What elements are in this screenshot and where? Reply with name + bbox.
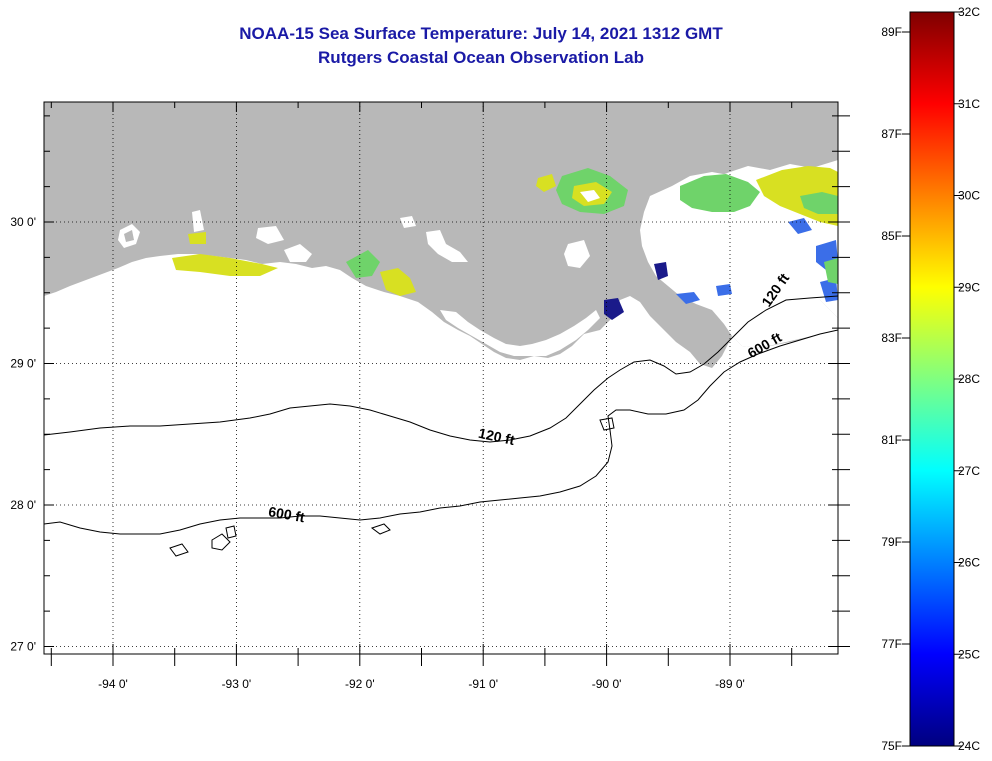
colorbar-celsius-label: 26C xyxy=(958,556,980,570)
map-frame xyxy=(43,101,839,655)
colorbar-celsius-label: 28C xyxy=(958,372,980,386)
colorbar-celsius-label: 32C xyxy=(958,5,980,19)
lat-label: 28 0' xyxy=(10,498,36,512)
lon-label: -90 0' xyxy=(592,677,622,691)
isobath-label-0: 120 ft xyxy=(477,425,516,448)
colorbar-fahrenheit-label: 89F xyxy=(881,25,902,39)
lat-label: 29 0' xyxy=(10,357,36,371)
colorbar-fahrenheit-label: 77F xyxy=(881,637,902,651)
lon-label: -89 0' xyxy=(715,677,745,691)
map-title: NOAA-15 Sea Surface Temperature: July 14… xyxy=(239,24,723,43)
colorbar-celsius-label: 25C xyxy=(958,647,980,661)
colorbar-celsius-label: 27C xyxy=(958,464,980,478)
lon-label: -92 0' xyxy=(345,677,375,691)
colorbar-fahrenheit-label: 79F xyxy=(881,535,902,549)
colorbar-celsius-label: 24C xyxy=(958,739,980,753)
isobath-label-1: 600 ft xyxy=(267,503,306,525)
colorbar-fahrenheit-label: 75F xyxy=(881,739,902,753)
colorbar-celsius-label: 30C xyxy=(958,189,980,203)
isobath-120ft xyxy=(44,295,838,443)
colorbar-fahrenheit-label: 83F xyxy=(881,331,902,345)
lat-lon-grid xyxy=(44,102,838,654)
sst-patches xyxy=(118,166,838,356)
lat-label: 30 0' xyxy=(10,215,36,229)
colorbar-fahrenheit-label: 85F xyxy=(881,229,902,243)
lat-label: 27 0' xyxy=(10,640,36,654)
isobath-600ft xyxy=(44,329,838,535)
lon-label: -91 0' xyxy=(468,677,498,691)
colorbar-fahrenheit-label: 81F xyxy=(881,433,902,447)
map-subtitle: Rutgers Coastal Ocean Observation Lab xyxy=(318,48,644,67)
colorbar-celsius-label: 29C xyxy=(958,280,980,294)
colorbar: 32C 31C 30C 29C 28C 27C 26C 25C 24C 89F 87F 85F 83F 8… xyxy=(881,5,980,753)
lon-label: -94 0' xyxy=(98,677,128,691)
colorbar-fahrenheit-label: 87F xyxy=(881,127,902,141)
colorbar-celsius-label: 31C xyxy=(958,97,980,111)
lon-label: -93 0' xyxy=(222,677,252,691)
